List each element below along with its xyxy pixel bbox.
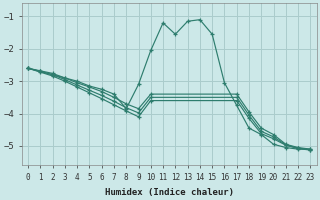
X-axis label: Humidex (Indice chaleur): Humidex (Indice chaleur) xyxy=(105,188,234,197)
